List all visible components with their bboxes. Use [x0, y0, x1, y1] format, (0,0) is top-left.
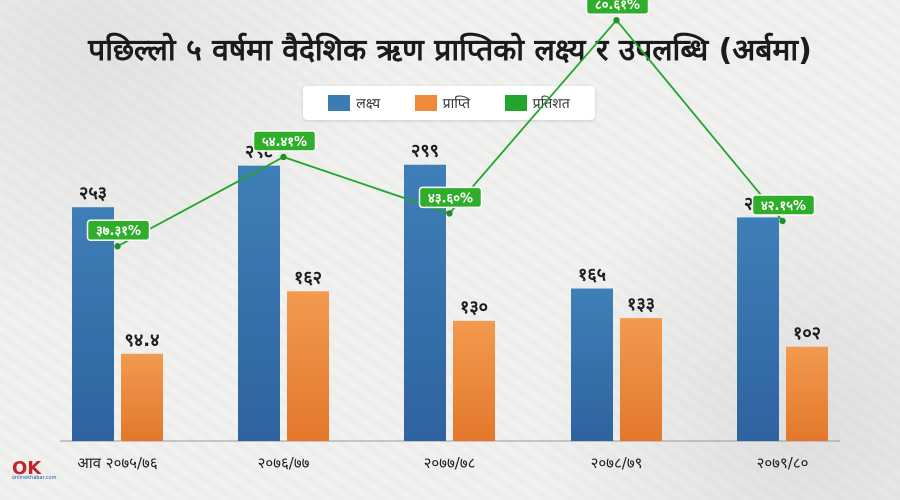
bar-label-achieved: ९४.४ — [125, 330, 160, 351]
legend: लक्ष्य प्राप्ति प्रतिशत — [303, 86, 595, 120]
legend-label-achieved: प्राप्ति — [442, 95, 471, 112]
bar-label-achieved: १३० — [460, 297, 488, 318]
percent-label: ५४.४१% — [262, 135, 307, 150]
bar-label-target: १६५ — [578, 265, 606, 286]
logo-mark: OK — [12, 458, 42, 479]
percent-label-box — [86, 219, 151, 241]
chart-title: पछिल्लो ५ वर्षमा वैदेशिक ऋण प्राप्तिको ल… — [88, 33, 812, 68]
percent-label-box — [252, 130, 317, 152]
percent-label: ८०.६१% — [595, 0, 640, 13]
legend-swatch-percent — [504, 95, 527, 111]
percent-point — [446, 210, 453, 217]
bar-label-target: २९९ — [411, 141, 439, 162]
bar-achieved — [121, 353, 163, 441]
percent-label: ४३.६०% — [428, 191, 473, 206]
bar-achieved — [453, 320, 495, 441]
logo-subtext: onlinekhabar.com — [12, 475, 57, 481]
percent-point — [280, 153, 287, 161]
percent-point — [779, 217, 786, 225]
bar-label-achieved: १०२ — [793, 323, 821, 344]
percent-label-box — [585, 0, 650, 15]
legend-swatch-target — [328, 95, 351, 111]
percent-label: ४२.१५% — [761, 199, 806, 214]
x-tick-label: २०७६/७७ — [258, 454, 310, 472]
bar-target — [72, 207, 114, 441]
bar-target — [737, 217, 779, 441]
percent-label-box — [751, 194, 816, 216]
percent-label-box — [418, 186, 483, 209]
percent-label: ३७.३१% — [96, 224, 141, 239]
legend-label-target: लक्ष्य — [356, 95, 381, 112]
x-tick-label: २०७९/८० — [757, 454, 809, 472]
legend-item-target: लक्ष्य — [328, 94, 380, 113]
logo: OK onlinekhabar.com — [12, 458, 57, 488]
x-tick-label: २०७७/७८ — [424, 454, 476, 472]
bar-label-achieved: १६२ — [294, 267, 322, 288]
bar-target — [238, 165, 280, 441]
bar-achieved — [786, 346, 828, 441]
bar-label-target: २५३ — [79, 183, 107, 204]
percent-point — [114, 243, 121, 250]
bar-label-achieved: १३३ — [627, 294, 655, 315]
legend-swatch-achieved — [414, 95, 437, 111]
percent-point — [613, 17, 620, 24]
bar-target — [571, 288, 613, 441]
bar-achieved — [287, 291, 329, 441]
x-tick-label: आव २०७५/७६ — [77, 454, 157, 472]
x-tick-label: २०७८/७९ — [591, 454, 643, 472]
bar-achieved — [620, 318, 662, 441]
legend-item-achieved: प्राप्ति — [414, 94, 471, 113]
